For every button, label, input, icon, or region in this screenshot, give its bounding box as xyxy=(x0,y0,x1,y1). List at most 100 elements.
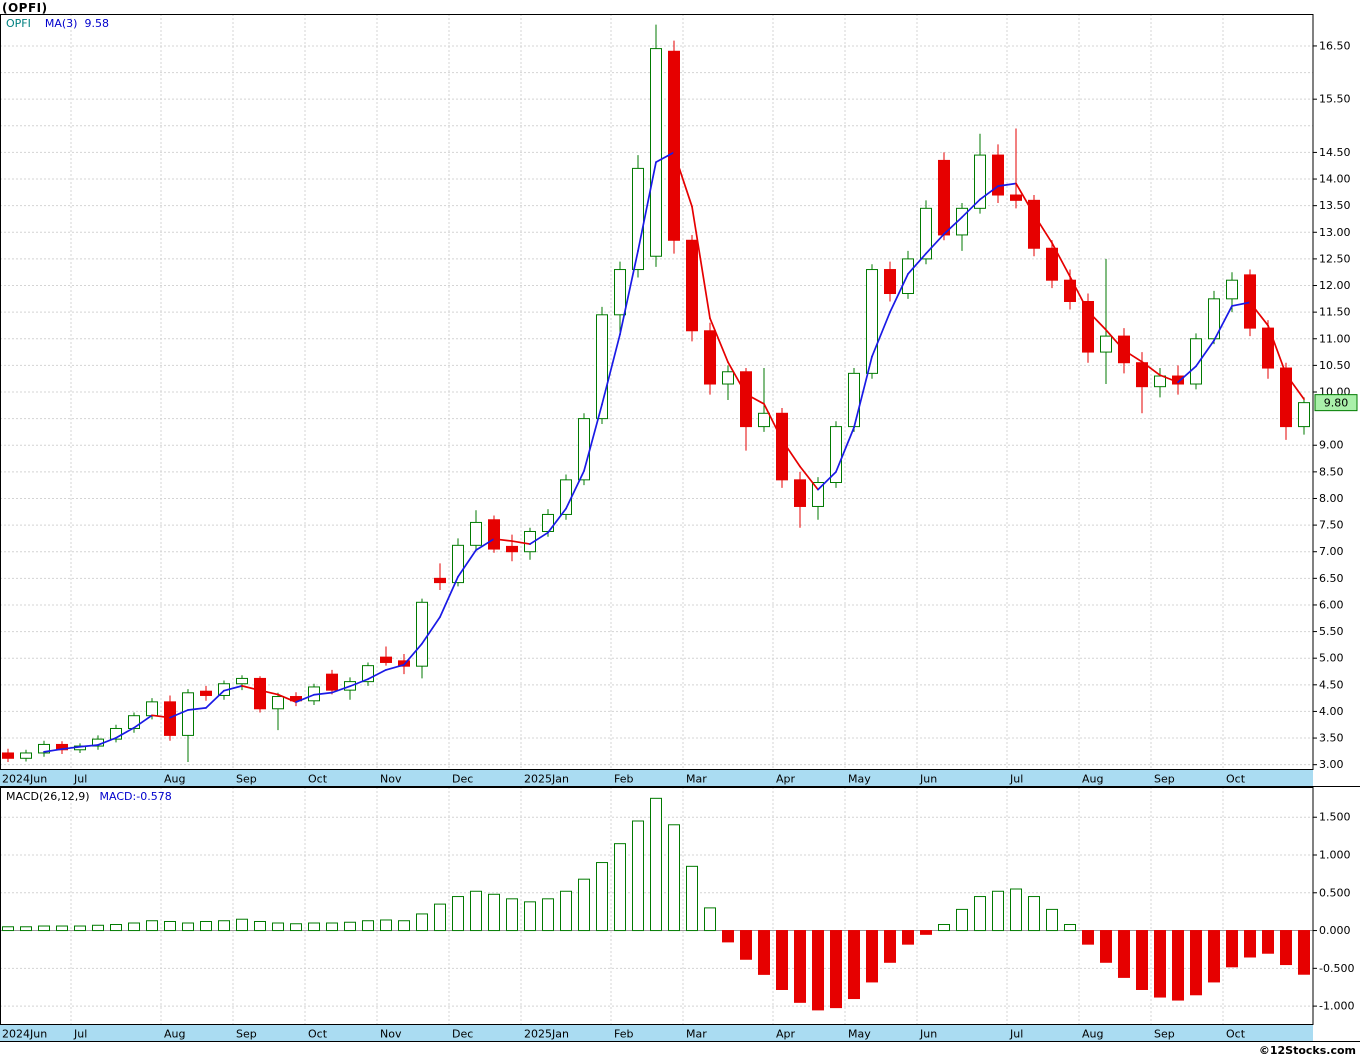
macd-bar-positive xyxy=(308,922,320,932)
macd-axis-label: 0.000 xyxy=(1319,924,1351,937)
candle-down xyxy=(254,677,266,710)
price-axis-label: 3.00 xyxy=(1319,758,1344,771)
macd-bar-positive xyxy=(290,923,302,932)
month-label: Jul xyxy=(1009,773,1023,786)
ma-segment xyxy=(853,355,873,429)
candle-up xyxy=(1100,335,1112,353)
candle-down xyxy=(1010,194,1022,201)
month-label: Feb xyxy=(614,1028,633,1041)
ma-segment xyxy=(925,233,945,255)
macd-bar-positive xyxy=(254,920,266,932)
candle-down xyxy=(1136,362,1148,388)
candle-down xyxy=(992,154,1004,196)
macd-bar-negative xyxy=(1262,930,1274,954)
macd-bar-negative xyxy=(1298,930,1310,975)
price-axis-label: 8.50 xyxy=(1319,465,1344,478)
macd-bar-positive xyxy=(272,922,284,932)
candle-up xyxy=(362,665,374,683)
candle-down xyxy=(200,690,212,696)
candle-up xyxy=(722,371,734,385)
month-label: May xyxy=(848,1028,871,1041)
price-axis-label: 9.00 xyxy=(1319,439,1344,452)
candle-down xyxy=(1082,300,1094,353)
ma-segment xyxy=(97,737,117,746)
candle-up xyxy=(38,743,50,754)
macd-bar-positive xyxy=(398,920,410,932)
macd-name-label: MACD(26,12,9) xyxy=(6,790,90,803)
month-label: Jun xyxy=(919,1028,937,1041)
month-label: Nov xyxy=(380,1028,402,1041)
macd-bar-negative xyxy=(884,930,896,963)
month-axis-band xyxy=(0,770,1313,787)
macd-bar-negative xyxy=(1118,930,1130,978)
price-legend: OPFI MA(3) 9.58 xyxy=(6,17,109,30)
macd-bar-positive xyxy=(974,896,986,932)
ma-segment xyxy=(169,709,189,719)
macd-bar-positive xyxy=(110,924,122,932)
month-label: Oct xyxy=(308,1028,328,1041)
month-label: Sep xyxy=(1154,773,1175,786)
ma-segment xyxy=(475,538,495,551)
ma-segment xyxy=(547,507,567,534)
ma-segment xyxy=(943,216,963,235)
price-axis-label: 4.00 xyxy=(1319,705,1344,718)
ma-segment xyxy=(781,439,801,468)
candle-up xyxy=(866,269,878,374)
candle-down xyxy=(740,371,752,428)
month-label: Dec xyxy=(452,773,473,786)
price-axis-label: 13.50 xyxy=(1319,199,1351,212)
macd-bar-positive xyxy=(164,920,176,932)
last-price-badge xyxy=(1314,394,1358,412)
macd-bar-positive xyxy=(1046,908,1058,932)
month-label: Aug xyxy=(164,1028,185,1041)
price-axis-label: 8.00 xyxy=(1319,492,1344,505)
candle-down xyxy=(1262,327,1274,369)
ma-segment xyxy=(511,540,531,545)
month-label: Feb xyxy=(614,773,633,786)
ma-segment xyxy=(763,403,783,441)
ma-segment xyxy=(565,470,585,510)
macd-bar-positive xyxy=(56,925,68,932)
candle-up xyxy=(812,482,824,507)
month-label: Sep xyxy=(236,773,257,786)
candle-down xyxy=(704,330,716,385)
macd-bar-positive xyxy=(668,824,680,932)
candle-up xyxy=(452,544,464,584)
candle-down xyxy=(290,696,302,702)
price-axis-label: 10.50 xyxy=(1319,359,1351,372)
price-axis-label: 12.00 xyxy=(1319,279,1351,292)
macd-axis-label: 0.500 xyxy=(1319,886,1351,899)
ma-segment xyxy=(691,205,711,320)
macd-plot-border xyxy=(0,787,1314,1025)
macd-axis-label: -1.000 xyxy=(1319,1000,1354,1013)
price-axis-label: 6.50 xyxy=(1319,572,1344,585)
copyright: ©12Stocks.com xyxy=(1258,1044,1356,1057)
macd-bar-positive xyxy=(524,901,536,932)
candle-up xyxy=(416,601,428,667)
candle-up xyxy=(902,258,914,295)
month-label: Apr xyxy=(776,1028,796,1041)
month-label: 2025Jan xyxy=(524,773,569,786)
macd-bar-positive xyxy=(344,921,356,932)
macd-bar-negative xyxy=(776,930,788,990)
macd-bar-negative xyxy=(722,930,734,943)
ma-segment xyxy=(529,531,549,545)
ma-segment xyxy=(1051,242,1071,278)
ma-segment xyxy=(799,465,819,491)
ma-segment xyxy=(709,317,729,364)
macd-bar-positive xyxy=(2,926,14,932)
macd-bar-positive xyxy=(650,797,662,932)
price-axis-label: 3.50 xyxy=(1319,732,1344,745)
macd-bar-positive xyxy=(542,898,554,932)
month-label: Aug xyxy=(1082,773,1103,786)
month-label: 2024Jun xyxy=(2,773,47,786)
macd-bar-positive xyxy=(92,924,104,932)
ma-segment xyxy=(277,693,297,703)
macd-bar-positive xyxy=(416,913,428,932)
ma-segment xyxy=(1141,360,1161,376)
ma-segment xyxy=(1087,310,1107,331)
price-axis-label: 11.00 xyxy=(1319,332,1351,345)
ma-line-layer xyxy=(43,151,1305,753)
candle-up xyxy=(632,167,644,271)
